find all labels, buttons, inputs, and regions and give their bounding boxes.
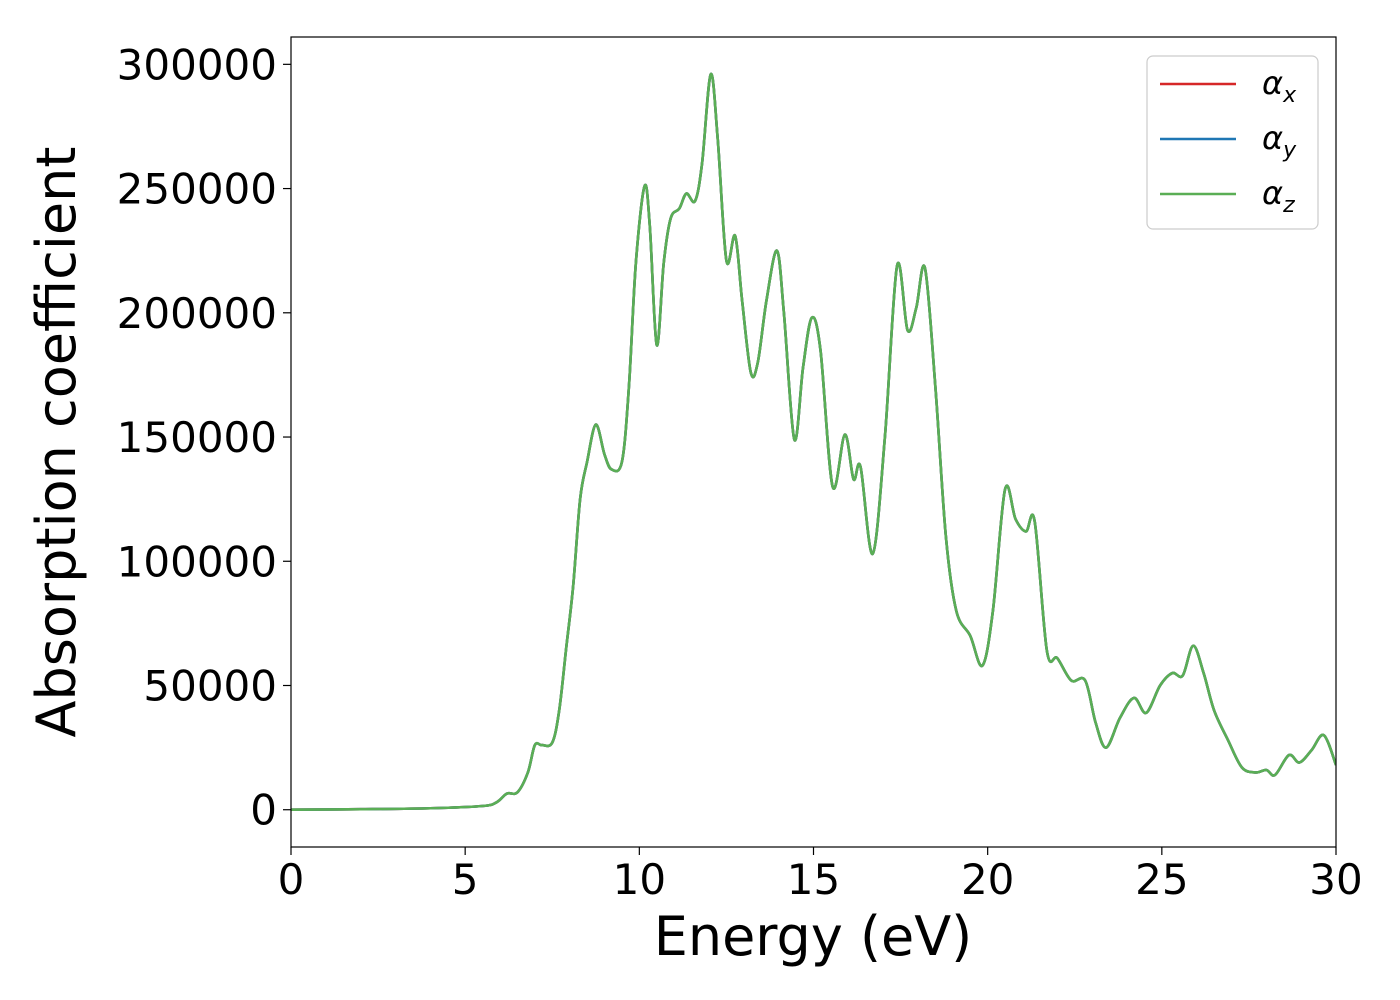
y-tick-label: 100000 [117,537,277,586]
x-tick-label: 25 [1135,855,1188,904]
x-tick-label: 15 [787,855,840,904]
series-line-alpha-z [291,72,1336,812]
legend-label-alpha-x: αx [1262,64,1297,108]
x-tick-label: 0 [278,855,305,904]
legend-subscript: z [1282,193,1295,218]
y-tick-label: 200000 [117,289,277,338]
y-tick-label: 0 [250,786,277,835]
legend-symbol: α [1262,119,1283,157]
y-tick-label: 300000 [117,40,277,89]
x-axis: 0 5 10 15 20 25 30 [278,847,1363,904]
legend-symbol: α [1262,64,1283,102]
legend-subscript: y [1282,138,1297,163]
x-tick-label: 20 [961,855,1014,904]
y-axis: 0 50000 100000 150000 200000 250000 300000 [117,40,291,835]
legend-box [1146,55,1319,230]
series-layer [291,72,1336,812]
legend-label-alpha-z: αz [1262,174,1295,218]
x-axis-label: Energy (eV) [654,905,973,968]
x-tick-label: 5 [452,855,479,904]
x-tick-label: 30 [1309,855,1362,904]
legend-symbol: α [1262,174,1283,212]
y-tick-label: 150000 [117,413,277,462]
legend-label-alpha-y: αy [1262,119,1297,163]
x-tick-label: 10 [613,855,666,904]
y-tick-label: 250000 [117,165,277,214]
y-tick-label: 50000 [143,661,277,710]
legend-subscript: x [1282,83,1297,108]
y-axis-label: Absorption coefficient [25,147,88,738]
